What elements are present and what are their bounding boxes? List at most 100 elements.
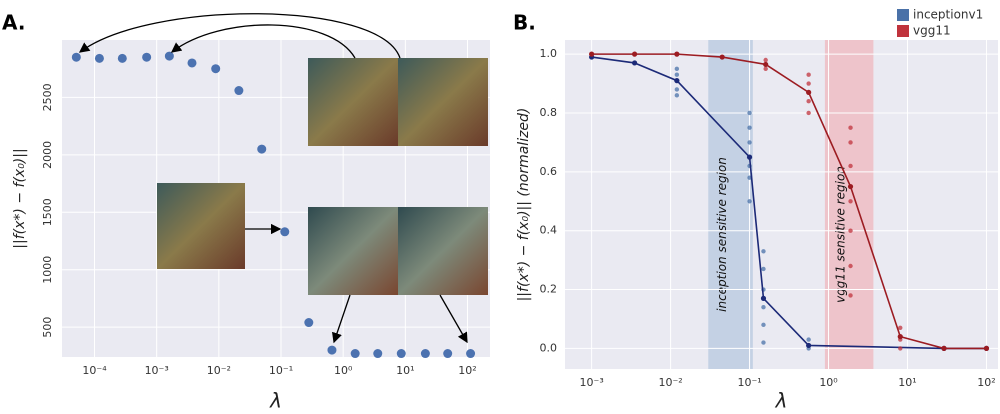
line-marker xyxy=(631,51,638,57)
sample-point xyxy=(674,66,680,72)
point xyxy=(142,52,152,62)
sample-point xyxy=(806,110,811,116)
x-tick-label: 10⁰ xyxy=(334,364,353,377)
x-tick-label: 10⁻¹ xyxy=(737,376,761,389)
sample-point xyxy=(848,199,853,204)
y-tick-label: 2000 xyxy=(41,141,54,169)
legend-label: inceptionv1 xyxy=(913,8,983,22)
point xyxy=(327,345,337,355)
sample-point xyxy=(747,199,752,204)
line-marker xyxy=(941,345,947,352)
point xyxy=(257,144,267,154)
y-tick-label: 1000 xyxy=(41,256,54,284)
sample-point xyxy=(674,72,680,77)
sample-point xyxy=(761,305,766,310)
sample-point xyxy=(806,72,811,77)
point xyxy=(164,51,174,61)
inset-image xyxy=(308,58,398,146)
inset-image xyxy=(308,207,398,295)
arrow xyxy=(332,294,351,344)
point xyxy=(304,318,314,328)
point xyxy=(350,349,360,359)
point xyxy=(117,53,127,63)
sample-point xyxy=(761,340,766,345)
legend-swatch xyxy=(897,9,909,21)
y-axis-label: ||f(x*) − f(x₀)|| (normalized) xyxy=(516,108,532,302)
series-line xyxy=(591,53,987,350)
insets xyxy=(78,13,488,344)
x-tick-label: 10¹ xyxy=(396,364,414,377)
inset-image xyxy=(398,58,488,146)
point xyxy=(396,349,406,359)
sample-point xyxy=(747,175,752,180)
point xyxy=(94,53,104,63)
inset-image xyxy=(398,207,488,295)
line-marker xyxy=(983,345,990,352)
sample-point xyxy=(747,140,752,145)
point xyxy=(443,349,453,359)
shaded-region xyxy=(708,40,753,369)
sample-point xyxy=(806,81,811,86)
point xyxy=(211,64,221,74)
line-marker xyxy=(760,295,767,301)
point xyxy=(187,58,197,68)
sample-point xyxy=(763,57,768,63)
line-marker xyxy=(763,61,769,68)
line-marker xyxy=(806,342,812,349)
sample-point xyxy=(761,266,766,272)
y-tick-label: 0.0 xyxy=(540,341,558,354)
shaded-region xyxy=(824,40,874,369)
x-tick-label: 10⁻² xyxy=(658,376,682,389)
plot-area xyxy=(565,40,998,369)
x-tick-label: 10⁻³ xyxy=(580,376,604,389)
point xyxy=(373,349,383,359)
sample-point xyxy=(761,249,766,254)
point xyxy=(420,349,430,359)
sample-point xyxy=(674,93,680,98)
x-axis-label: λ xyxy=(775,389,788,413)
line-marker xyxy=(806,89,812,95)
series-line xyxy=(591,56,987,350)
y-tick-label: 2500 xyxy=(41,83,54,111)
x-tick-label: 10⁻⁴ xyxy=(82,364,107,377)
point xyxy=(280,227,290,237)
line-marker xyxy=(674,51,680,57)
y-tick-label: 0.2 xyxy=(540,283,558,296)
sample-point xyxy=(848,125,853,130)
y-tick-label: 0.6 xyxy=(540,165,558,178)
region-label: vgg11 sensitive region xyxy=(834,166,848,303)
y-tick-label: 1.0 xyxy=(540,47,558,60)
sample-point xyxy=(848,228,853,233)
line-marker xyxy=(719,54,725,60)
line-marker xyxy=(674,78,680,84)
sample-point xyxy=(674,87,680,92)
x-tick-label: 10² xyxy=(458,364,476,377)
sample-point xyxy=(806,337,811,342)
x-tick-label: 10⁻³ xyxy=(145,364,169,377)
x-tick-label: 10⁻¹ xyxy=(269,364,293,377)
sample-point xyxy=(898,346,903,351)
sample-point xyxy=(848,263,853,269)
point xyxy=(466,349,476,359)
arrow xyxy=(170,24,356,59)
sample-point xyxy=(763,66,768,72)
region-label: inception sensitive region xyxy=(715,157,729,312)
line-marker xyxy=(631,60,638,66)
panel-label: B. xyxy=(513,11,536,35)
line-marker xyxy=(847,183,854,190)
sample-point xyxy=(806,99,811,104)
x-tick-label: 10¹ xyxy=(898,376,916,389)
legend-swatch xyxy=(897,25,909,37)
x-tick-label: 10² xyxy=(977,376,995,389)
y-tick-label: 0.4 xyxy=(540,224,558,237)
y-axis-label: ||f(x*) − f(x₀)|| xyxy=(12,148,28,248)
x-tick-label: 10⁻² xyxy=(207,364,231,377)
arrow xyxy=(439,294,468,344)
y-tick-label: 0.8 xyxy=(540,106,558,119)
sample-point xyxy=(848,140,853,145)
sample-point xyxy=(761,322,766,328)
legend-label: vgg11 xyxy=(913,24,951,38)
panel-b: inception sensitive region vgg11 sensitiv… xyxy=(513,8,998,413)
arrow xyxy=(78,13,401,59)
